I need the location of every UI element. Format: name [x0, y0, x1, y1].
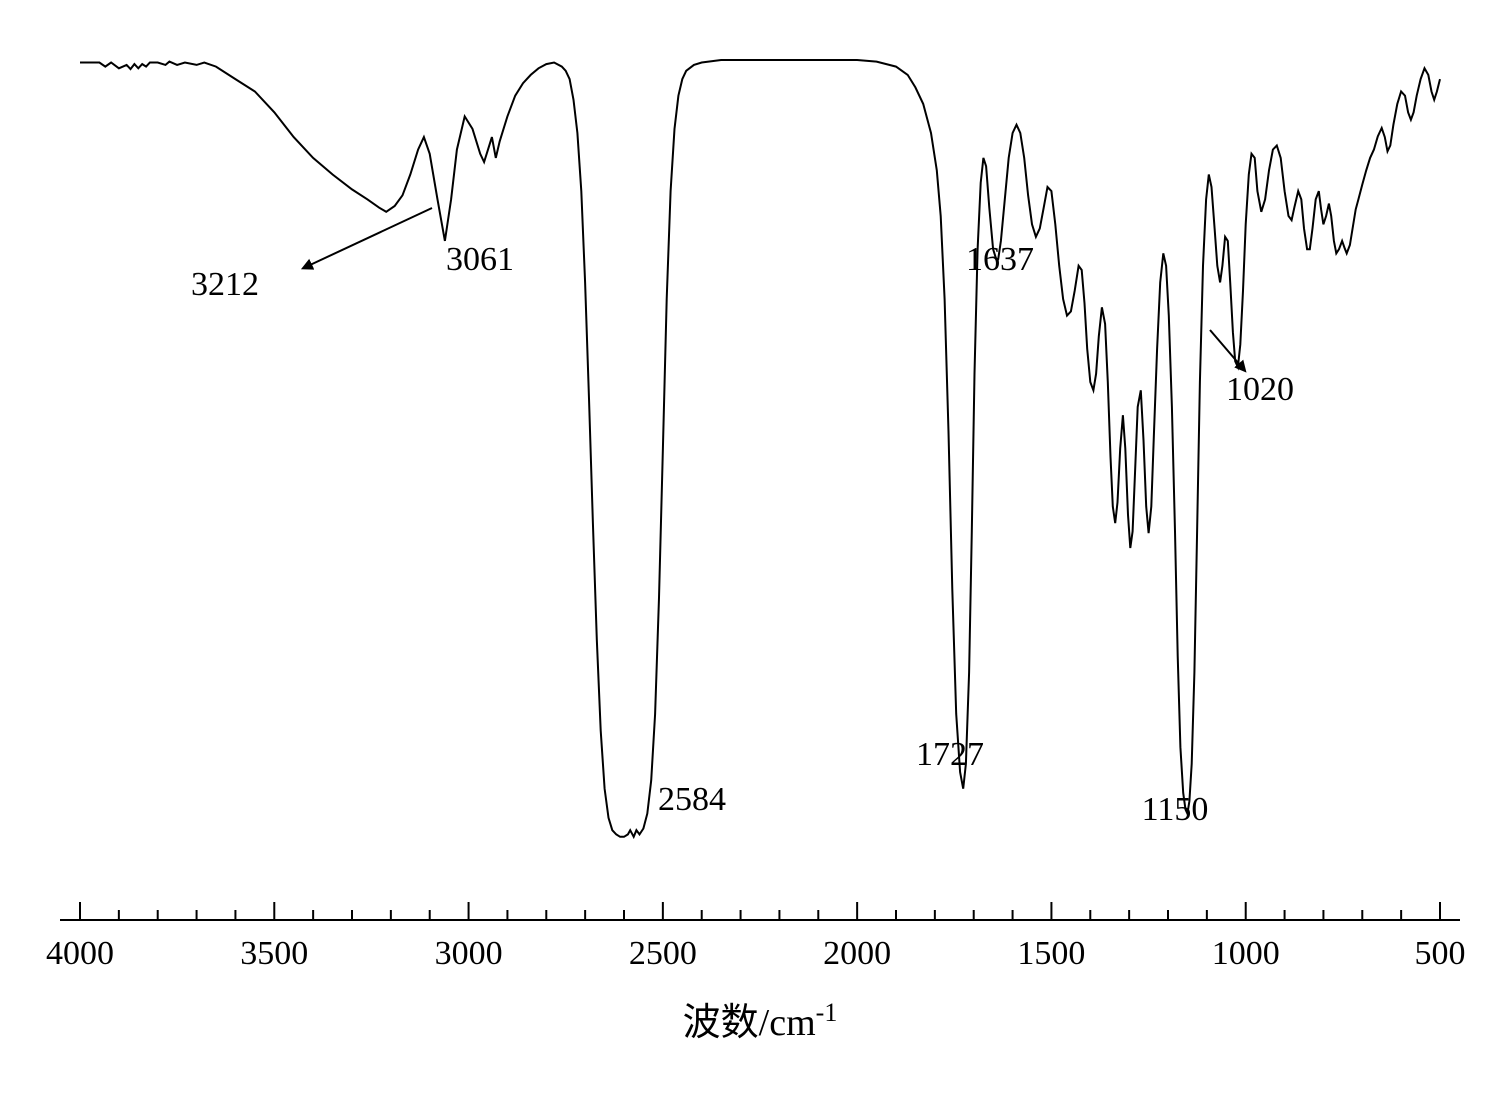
x-tick-label: 3500	[240, 935, 308, 972]
spectrum-line	[80, 60, 1440, 837]
peak-label: 1637	[966, 241, 1034, 278]
peak-label: 1727	[916, 736, 984, 773]
peak-label: 2584	[658, 781, 726, 818]
x-tick-label: 2500	[629, 935, 697, 972]
x-tick-label: 1500	[1017, 935, 1085, 972]
x-axis-label: 波数/cm-1	[683, 998, 838, 1045]
peak-label: 1020	[1226, 371, 1294, 408]
peak-label: 1150	[1142, 791, 1209, 828]
ir-spectrum-chart: 4000 3500 3000 2500 2000 1500 1000 500 波数/cm-1 32…	[0, 0, 1485, 1096]
chart-svg: 4000 3500 3000 2500 2000 1500 1000 500 波数/cm-1 32…	[0, 0, 1485, 1096]
x-tick-label: 1000	[1212, 935, 1280, 972]
x-tick-label: 500	[1415, 935, 1466, 972]
peak-arrow	[310, 208, 432, 265]
x-tick-label: 4000	[46, 935, 114, 972]
peak-arrow	[1210, 330, 1240, 365]
peak-label: 3061	[446, 241, 514, 278]
x-tick-label: 3000	[435, 935, 503, 972]
x-tick-label: 2000	[823, 935, 891, 972]
peak-label: 3212	[191, 266, 259, 303]
